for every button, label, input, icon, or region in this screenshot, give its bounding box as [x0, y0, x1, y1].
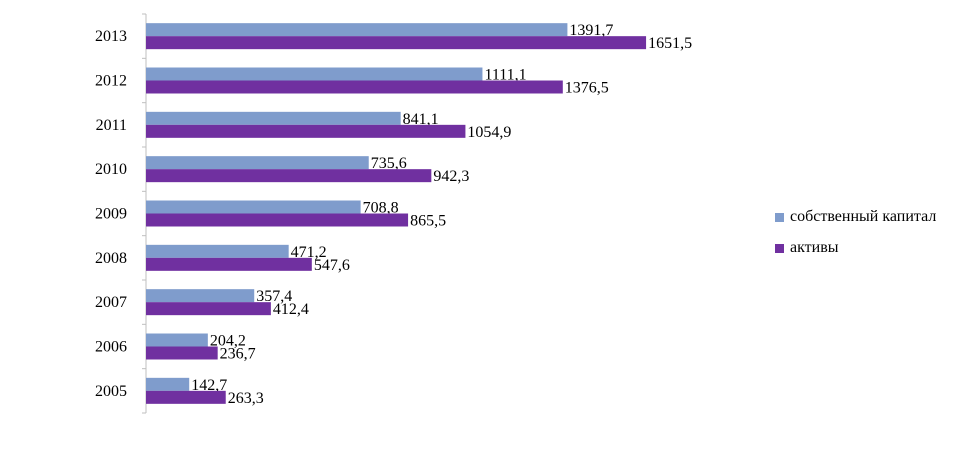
data-label-assets: 412,4	[273, 301, 309, 318]
category-label: 2010	[95, 161, 127, 178]
bar-equity	[146, 156, 369, 170]
data-label-assets: 942,3	[433, 168, 469, 185]
bar-assets	[146, 346, 218, 360]
category-label: 2011	[96, 117, 127, 134]
category-label: 2007	[95, 294, 127, 311]
legend-item-equity: собственный капитал	[775, 207, 950, 226]
bar-assets	[146, 80, 563, 94]
bar-equity	[146, 333, 208, 347]
data-label-assets: 547,6	[314, 257, 350, 274]
data-label-assets: 1376,5	[565, 80, 609, 97]
bar-equity	[146, 289, 255, 303]
data-label-equity: 735,6	[371, 155, 407, 172]
bar-equity	[146, 111, 401, 125]
category-label: 2006	[95, 339, 127, 356]
bar-assets	[146, 257, 312, 271]
category-label: 2005	[95, 383, 127, 400]
data-label-equity: 1391,7	[569, 22, 613, 39]
data-label-equity: 204,2	[210, 333, 246, 350]
data-label-assets: 1651,5	[648, 35, 692, 52]
bar-assets	[146, 390, 226, 404]
data-label-equity: 142,7	[191, 377, 227, 394]
bar-equity	[146, 23, 568, 37]
bar-assets	[146, 36, 647, 50]
category-label: 2013	[95, 28, 127, 45]
legend-label-assets: активы	[790, 239, 839, 256]
data-label-equity: 708,8	[363, 200, 399, 217]
legend-swatch-assets	[775, 244, 784, 253]
bars-group: 2013 1391,7 1651,5 2012 1111,1 1376,5 2011 841,…	[95, 13, 692, 414]
legend-label-equity: собственный капитал	[790, 208, 937, 225]
bar-assets	[146, 124, 466, 138]
category-label: 2008	[95, 250, 127, 267]
data-label-assets: 263,3	[228, 390, 264, 407]
legend-swatch-equity	[775, 213, 784, 222]
bar-equity	[146, 377, 190, 391]
data-label-equity: 841,1	[403, 111, 439, 128]
bar-assets	[146, 169, 432, 183]
bar-equity	[146, 244, 289, 258]
category-label: 2009	[95, 206, 127, 223]
data-label-equity: 471,2	[291, 244, 327, 261]
bar-assets	[146, 213, 409, 227]
legend-item-assets: активы	[775, 238, 950, 257]
data-label-assets: 1054,9	[467, 124, 511, 141]
bar-equity	[146, 200, 361, 214]
data-label-equity: 1111,1	[484, 67, 526, 84]
bar-assets	[146, 302, 271, 316]
category-label: 2012	[95, 73, 127, 90]
legend: собственный капитал активы	[775, 207, 950, 269]
bar-equity	[146, 67, 483, 81]
data-label-equity: 357,4	[256, 288, 292, 305]
data-label-assets: 865,5	[410, 213, 446, 230]
data-label-assets: 236,7	[220, 346, 256, 363]
